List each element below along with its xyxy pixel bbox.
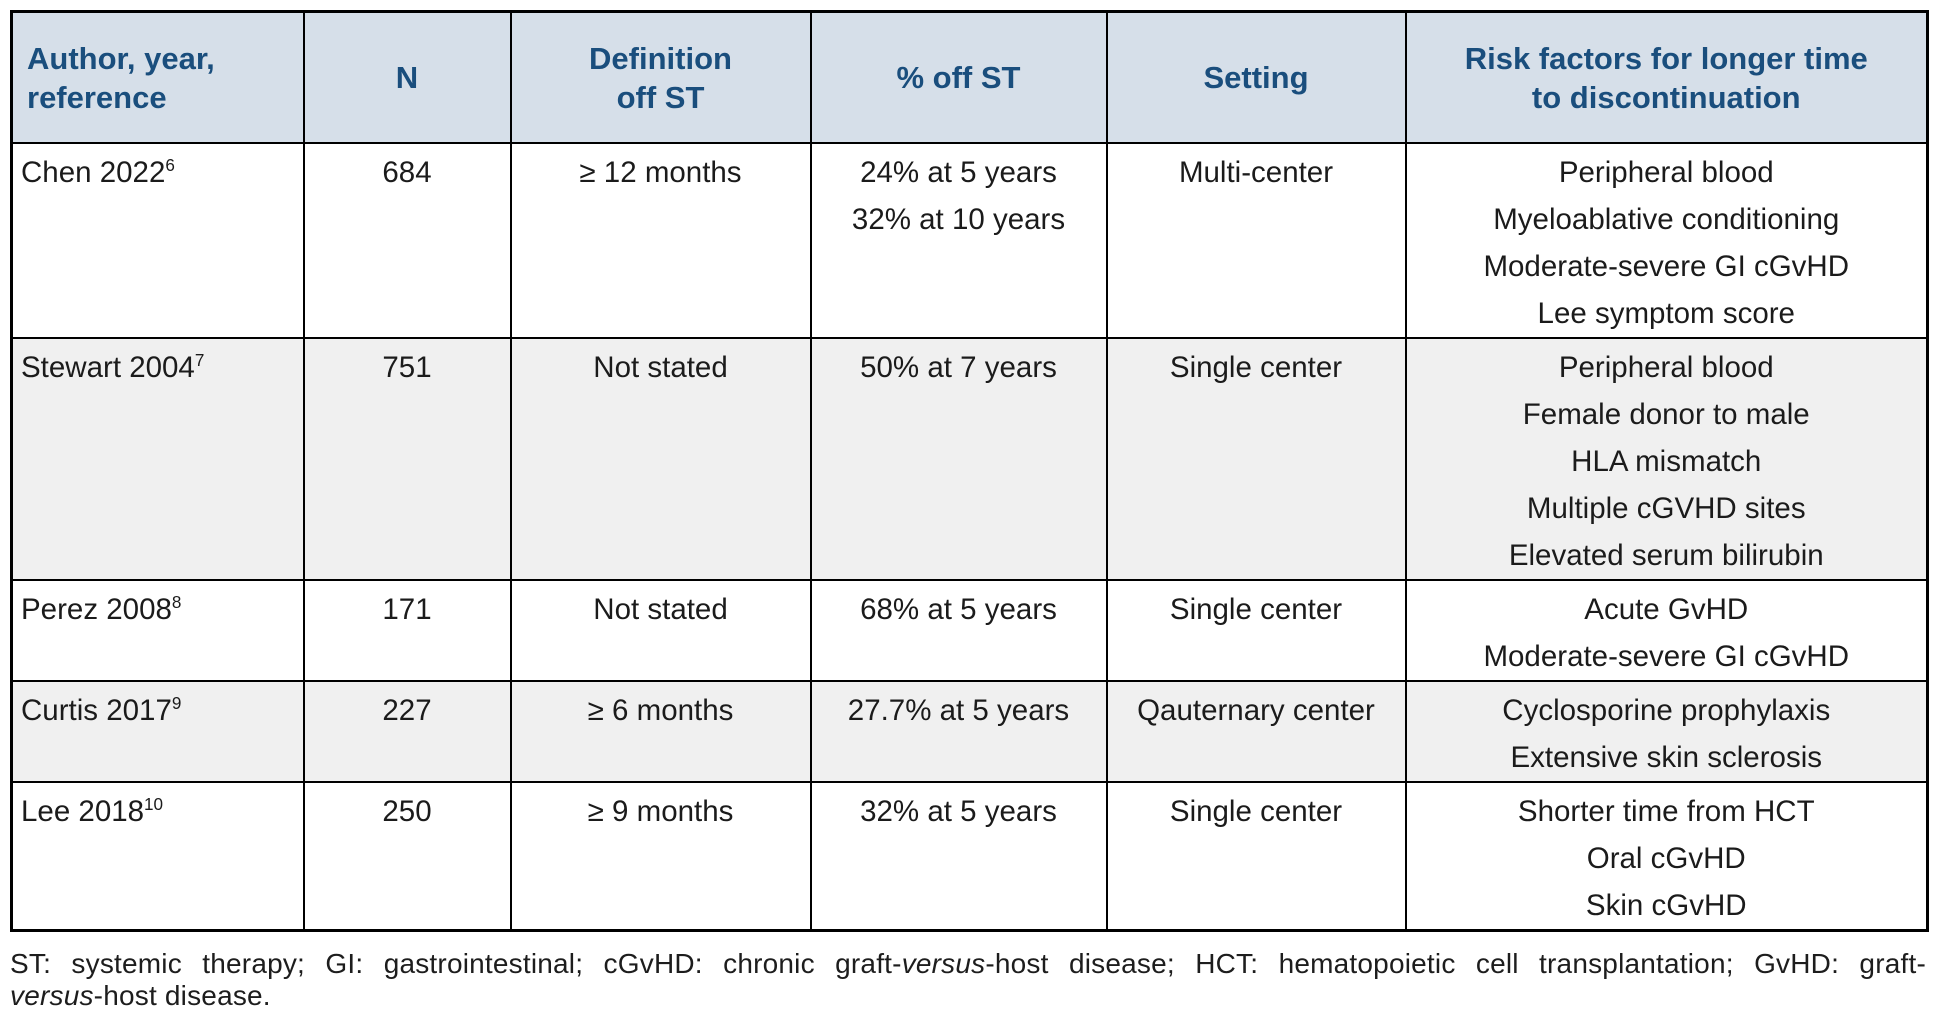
definition-cell: ≥ 9 months [509, 781, 812, 932]
table-row-perez-2008: Perez 20088 171 Not stated 68% at 5 year… [10, 579, 1929, 682]
pct-line: 32% at 10 years [851, 203, 1066, 236]
footnote-text: ST: systemic therapy; GI: gastrointestin… [10, 948, 902, 979]
risk-factors-cell: Peripheral blood Female donor to male HL… [1404, 337, 1929, 581]
risk-factor-line: Lee symptom score [1537, 297, 1795, 330]
risk-factors-cell: Peripheral blood Myeloablative condition… [1404, 142, 1929, 339]
pct-line: 68% at 5 years [860, 593, 1057, 626]
col-header-n: N [302, 10, 512, 144]
risk-factor-line: Extensive skin sclerosis [1510, 741, 1823, 774]
footnote-versus-italic: versus [10, 980, 94, 1011]
definition-cell: ≥ 6 months [509, 680, 812, 783]
author-text: Stewart 2004 [21, 351, 195, 384]
risk-factor-line: Elevated serum bilirubin [1508, 539, 1824, 572]
setting-cell: Multi-center [1105, 142, 1407, 339]
col-header-pct-off-st: % off ST [809, 10, 1108, 144]
table-row-curtis-2017: Curtis 20179 227 ≥ 6 months 27.7% at 5 y… [10, 680, 1929, 783]
risk-factor-line: Skin cGvHD [1585, 889, 1747, 922]
reference-superscript: 10 [144, 795, 164, 815]
table-row-chen-2022: Chen 20226 684 ≥ 12 months 24% at 5 year… [10, 142, 1929, 339]
definition-cell: Not stated [509, 337, 812, 581]
risk-factor-line: Peripheral blood [1558, 351, 1774, 384]
pct-off-st-cell: 50% at 7 years [809, 337, 1108, 581]
risk-factor-line: Shorter time from HCT [1517, 795, 1815, 828]
col-header-risk-factors: Risk factors for longer time to disconti… [1404, 10, 1929, 144]
setting-cell: Qauternary center [1105, 680, 1407, 783]
risk-factor-line: Myeloablative conditioning [1493, 203, 1840, 236]
reference-superscript: 9 [171, 694, 182, 714]
author-cell: Curtis 20179 [10, 680, 305, 783]
setting-cell: Single center [1105, 337, 1407, 581]
reference-superscript: 7 [194, 351, 205, 371]
author-text: Chen 2022 [21, 156, 166, 189]
risk-factor-line: Moderate-severe GI cGvHD [1483, 640, 1850, 673]
pct-off-st-cell: 24% at 5 years 32% at 10 years [809, 142, 1108, 339]
table-row-lee-2018: Lee 201810 250 ≥ 9 months 32% at 5 years… [10, 781, 1929, 932]
col-header-definition-off-st: Definition off ST [509, 10, 812, 144]
author-text: Perez 2008 [21, 593, 172, 626]
risk-factors-cell: Acute GvHD Moderate-severe GI cGvHD [1404, 579, 1929, 682]
risk-factor-line: Peripheral blood [1558, 156, 1774, 189]
footnote-text: -host disease. [93, 980, 271, 1011]
footnote-line-2: versus-host disease. [10, 980, 1926, 1012]
setting-cell: Single center [1105, 781, 1407, 932]
pct-off-st-cell: 32% at 5 years [809, 781, 1108, 932]
author-cell: Lee 201810 [10, 781, 305, 932]
n-cell: 751 [302, 337, 512, 581]
risk-factor-line: Oral cGvHD [1586, 842, 1746, 875]
risk-factor-line: Multiple cGVHD sites [1526, 492, 1806, 525]
setting-cell: Single center [1105, 579, 1407, 682]
study-table: Author, year, reference N Definition off… [10, 10, 1929, 932]
reference-superscript: 6 [165, 156, 175, 176]
definition-cell: ≥ 12 months [509, 142, 812, 339]
risk-factor-line: HLA mismatch [1571, 445, 1762, 478]
pct-line: 32% at 5 years [860, 795, 1057, 828]
risk-factors-cell: Shorter time from HCT Oral cGvHD Skin cG… [1404, 781, 1929, 932]
header-row: Author, year, reference N Definition off… [10, 10, 1929, 144]
footnote-versus-italic: versus [901, 948, 986, 979]
n-cell: 250 [302, 781, 512, 932]
pct-off-st-cell: 27.7% at 5 years [809, 680, 1108, 783]
footnote-text: -host disease; HCT: hematopoietic cell t… [985, 948, 1926, 979]
table-footnote: ST: systemic therapy; GI: gastrointestin… [10, 948, 1926, 1012]
risk-factor-line: Cyclosporine prophylaxis [1502, 694, 1831, 727]
author-cell: Perez 20088 [10, 579, 305, 682]
author-cell: Chen 20226 [10, 142, 305, 339]
pct-line: 50% at 7 years [860, 351, 1057, 384]
table-row-stewart-2004: Stewart 20047 751 Not stated 50% at 7 ye… [10, 337, 1929, 581]
author-text: Lee 2018 [21, 795, 145, 828]
risk-factor-line: Female donor to male [1522, 398, 1810, 431]
col-header-author-year-reference: Author, year, reference [10, 10, 305, 144]
pct-line: 27.7% at 5 years [847, 694, 1070, 727]
n-cell: 227 [302, 680, 512, 783]
author-cell: Stewart 20047 [10, 337, 305, 581]
col-header-setting: Setting [1105, 10, 1407, 144]
footnote-line-1: ST: systemic therapy; GI: gastrointestin… [10, 948, 1926, 980]
n-cell: 684 [302, 142, 512, 339]
risk-factor-line: Acute GvHD [1584, 593, 1749, 626]
pct-line: 24% at 5 years [860, 156, 1057, 189]
definition-cell: Not stated [509, 579, 812, 682]
page: Author, year, reference N Definition off… [10, 10, 1929, 932]
risk-factors-cell: Cyclosporine prophylaxis Extensive skin … [1404, 680, 1929, 783]
pct-off-st-cell: 68% at 5 years [809, 579, 1108, 682]
reference-superscript: 8 [171, 593, 182, 613]
n-cell: 171 [302, 579, 512, 682]
risk-factor-line: Moderate-severe GI cGvHD [1483, 250, 1850, 283]
author-text: Curtis 2017 [21, 694, 172, 727]
